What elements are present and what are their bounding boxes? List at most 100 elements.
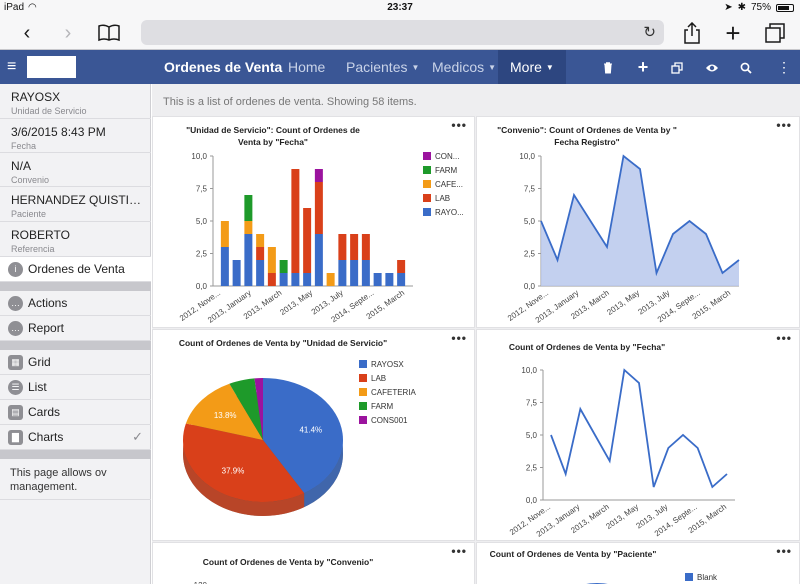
chart-menu-icon[interactable]: •••: [451, 118, 467, 132]
sidebar-item-actions[interactable]: … Actions: [0, 291, 151, 316]
logo[interactable]: [27, 56, 76, 78]
record-field-fecha[interactable]: 3/6/2015 8:43 PM Fecha: [0, 119, 151, 153]
bar-segment: [267, 273, 276, 286]
bar-segment: [303, 273, 312, 286]
sidebar-item-list[interactable]: ☰ List: [0, 375, 151, 400]
location-icon: ➤: [724, 2, 733, 13]
chart-menu-icon[interactable]: •••: [776, 118, 792, 132]
y-tick-label: 0,0: [524, 282, 536, 291]
x-tick-label: 2013, May: [605, 288, 641, 317]
legend-label: CAFETERIA: [371, 388, 417, 397]
chart-title: "Unidad de Servicio": Count of Ordenes d…: [186, 125, 360, 135]
share-icon[interactable]: [679, 21, 705, 45]
chart-title: Venta by "Fecha": [238, 137, 308, 147]
checkmark-icon: ✓: [132, 429, 143, 444]
device-name: iPad: [4, 2, 25, 13]
page-title[interactable]: Ordenes de Venta: [164, 59, 283, 75]
chart-menu-icon[interactable]: •••: [451, 331, 467, 345]
tabs-icon[interactable]: [762, 21, 788, 45]
chart-menu-icon[interactable]: •••: [776, 331, 792, 345]
legend-swatch: [423, 194, 431, 202]
chart-title: Count of Ordenes de Venta by "Fecha": [509, 342, 665, 352]
forward-icon[interactable]: ›: [64, 21, 72, 44]
record-field-unidad[interactable]: RAYOSX Unidad de Servicio: [0, 84, 151, 119]
legend-label: LAB: [371, 374, 386, 383]
address-bar[interactable]: ↻: [141, 20, 664, 45]
bar-segment: [397, 260, 406, 273]
separator: [0, 341, 151, 350]
bar-segment: [350, 234, 359, 260]
sidebar-item-ordenes-de-venta[interactable]: i Ordenes de Venta: [0, 257, 151, 282]
y-tick-label: 7,5: [526, 399, 538, 408]
sidebar-item-charts[interactable]: ▇ Charts ✓: [0, 425, 151, 450]
legend-swatch: [423, 152, 431, 160]
record-field-paciente[interactable]: HERNANDEZ QUISTIA... Paciente: [0, 187, 151, 222]
legend-swatch: [359, 360, 367, 368]
more-vertical-icon[interactable]: ⋮: [777, 59, 791, 75]
bar-segment: [397, 273, 406, 286]
bar-segment: [338, 234, 347, 260]
bar-segment: [244, 195, 253, 221]
legend-label: RAYO...: [435, 208, 464, 217]
bar-segment: [256, 260, 265, 286]
reload-icon[interactable]: ↻: [643, 24, 656, 41]
copy-icon[interactable]: [667, 50, 687, 84]
bar-segment: [220, 247, 229, 286]
nav-home[interactable]: Home: [288, 59, 326, 75]
chart-card-convenio-by-fecha-registro: ••• "Convenio": Count of Ordenes de Vent…: [476, 116, 800, 328]
y-tick-label: 10,0: [521, 366, 537, 375]
bar-segment: [350, 260, 359, 286]
nav-medicos[interactable]: Medicos ▼: [432, 59, 497, 75]
new-tab-icon[interactable]: +: [725, 17, 741, 48]
ellipsis-icon: …: [8, 295, 23, 311]
chart-card-by-paciente: ••• Count of Ordenes de Venta by "Pacien…: [476, 542, 800, 584]
pie-chart: Count of Ordenes de Venta by "Unidad de …: [179, 338, 417, 516]
pie-slice-label: 41.4%: [299, 426, 322, 435]
legend-label: FARM: [435, 166, 458, 175]
page-description: This page allows ov management.: [0, 462, 151, 500]
bar-segment: [220, 221, 229, 247]
sidebar-item-grid[interactable]: ▦ Grid: [0, 350, 151, 375]
bar-segment: [385, 273, 394, 286]
pie-slice-label: 13.8%: [214, 411, 237, 420]
y-tick-label: 5,0: [524, 217, 536, 226]
y-tick-label: 2,5: [526, 464, 538, 473]
y-tick-label: 120: [194, 581, 208, 584]
nav-more[interactable]: More ▼: [498, 50, 566, 84]
legend-label: RAYOSX: [371, 360, 404, 369]
stacked-bar-chart: "Unidad de Servicio": Count of Ordenes d…: [178, 125, 464, 325]
y-tick-label: 7,5: [196, 185, 208, 194]
separator: [0, 282, 151, 291]
sidebar-item-cards[interactable]: ▤ Cards: [0, 400, 151, 425]
x-tick-label: 2013, May: [278, 288, 314, 317]
ios-status-bar: iPad ◠ 23:37 ➤ ✱ 75%: [0, 0, 800, 16]
search-icon[interactable]: [736, 50, 756, 84]
record-field-referencia[interactable]: ROBERTO Referencia: [0, 222, 151, 257]
chart-icon: ▇: [8, 429, 23, 445]
eye-icon[interactable]: [702, 50, 722, 84]
bar-segment: [256, 234, 265, 247]
y-tick-label: 10,0: [191, 152, 207, 161]
chart-title: "Convenio": Count of Ordenes de Venta by…: [497, 125, 677, 135]
bar-segment: [244, 234, 253, 286]
area-chart: "Convenio": Count of Ordenes de Venta by…: [497, 125, 740, 325]
legend-label: CON...: [435, 152, 459, 161]
add-icon[interactable]: +: [637, 57, 649, 77]
back-icon[interactable]: ‹: [23, 21, 31, 44]
chart-card-unidad-by-fecha: ••• "Unidad de Servicio": Count of Orden…: [152, 116, 475, 328]
legend-swatch: [359, 388, 367, 396]
nav-pacientes[interactable]: Pacientes ▼: [346, 59, 420, 75]
legend-label: CONS001: [371, 416, 408, 425]
chart-menu-icon[interactable]: •••: [776, 544, 792, 558]
chart-menu-icon[interactable]: •••: [451, 544, 467, 558]
y-tick-label: 5,0: [526, 431, 538, 440]
sidebar-item-report[interactable]: … Report: [0, 316, 151, 341]
record-field-convenio[interactable]: N/A Convenio: [0, 153, 151, 187]
trash-icon[interactable]: [598, 50, 618, 84]
menu-icon[interactable]: ≡: [7, 58, 17, 75]
y-tick-label: 2,5: [524, 250, 536, 259]
legend-label: FARM: [371, 402, 394, 411]
area-fill: [541, 156, 739, 286]
bookmarks-icon[interactable]: [96, 21, 122, 45]
bar-segment: [303, 208, 312, 273]
